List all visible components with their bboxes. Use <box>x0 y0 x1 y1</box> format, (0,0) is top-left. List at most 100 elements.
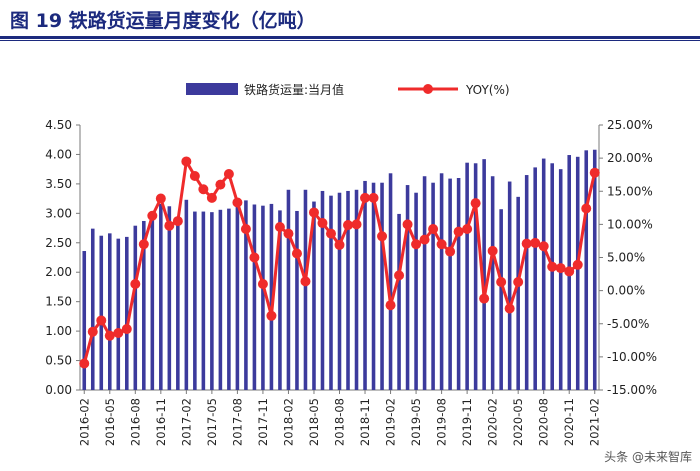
yoy-point <box>564 266 575 277</box>
yoy-point <box>257 279 268 289</box>
bar <box>371 182 376 390</box>
bar <box>159 203 163 390</box>
yoy-point <box>487 245 498 256</box>
x-tick-label: 2018-05 <box>307 398 321 446</box>
yoy-point <box>147 210 158 221</box>
bar-series <box>82 149 597 390</box>
left-tick-label: 3.50 <box>45 177 72 191</box>
yoy-point <box>343 220 354 231</box>
title-divider <box>0 36 700 39</box>
left-tick-label: 4.50 <box>45 118 72 132</box>
legend: 铁路货运量:当月值 YOY(%) <box>186 82 510 97</box>
bar <box>82 251 87 390</box>
yoy-point <box>334 239 345 250</box>
bar <box>482 159 486 390</box>
right-tick-label: -10.00% <box>607 350 657 364</box>
bar <box>337 192 342 390</box>
x-tick-label: 2016-11 <box>154 398 168 446</box>
bar <box>235 206 240 390</box>
bar <box>142 220 146 390</box>
bar <box>107 233 112 390</box>
x-tick-label: 2016-02 <box>77 398 91 446</box>
bar <box>99 235 104 390</box>
left-tick-label: 0.50 <box>45 354 72 368</box>
x-tick-label: 2020-02 <box>486 398 500 446</box>
yoy-point <box>453 226 464 237</box>
bar <box>414 192 418 390</box>
yoy-point <box>215 179 226 190</box>
bar <box>269 203 274 390</box>
bar <box>499 209 503 390</box>
bar <box>431 182 435 390</box>
bar <box>176 220 180 390</box>
x-tick-label: 2020-08 <box>537 398 551 446</box>
watermark: 头条 @未来智库 <box>604 450 692 464</box>
legend-line-marker <box>423 84 433 94</box>
yoy-point <box>445 246 456 257</box>
bar <box>541 158 546 390</box>
x-tick-label: 2021-02 <box>588 398 602 446</box>
bar <box>201 211 206 390</box>
bar <box>354 189 359 390</box>
x-tick-label: 2019-05 <box>409 398 423 446</box>
yoy-point <box>555 263 566 274</box>
yoy-point <box>436 239 447 250</box>
yoy-point <box>581 203 592 214</box>
bar <box>312 201 316 390</box>
x-tick-label: 2020-05 <box>511 398 525 446</box>
bar <box>456 178 461 390</box>
yoy-point <box>513 277 524 288</box>
left-tick-label: 4.00 <box>45 147 72 161</box>
yoy-point <box>155 193 166 204</box>
legend-bar-swatch <box>186 83 238 95</box>
bar <box>507 181 512 390</box>
yoy-point <box>394 270 405 281</box>
bar <box>125 236 129 390</box>
bar <box>516 196 520 390</box>
yoy-point <box>266 310 277 321</box>
right-tick-label: 0.00% <box>607 284 645 298</box>
yoy-point <box>411 239 422 250</box>
right-tick-label: 15.00% <box>607 184 653 198</box>
yoy-point <box>470 198 481 209</box>
legend-line-label: YOY(%) <box>465 83 510 97</box>
yoy-point <box>283 228 294 239</box>
right-tick-label: 25.00% <box>607 118 653 132</box>
left-tick-label: 1.00 <box>45 324 72 338</box>
yoy-point <box>138 239 149 250</box>
left-tick-label: 3.00 <box>45 206 72 220</box>
bar <box>278 210 282 390</box>
x-tick-label: 2019-08 <box>435 398 449 446</box>
yoy-point <box>113 328 124 339</box>
yoy-point <box>419 234 430 245</box>
right-tick-label: 5.00% <box>607 251 645 265</box>
yoy-point <box>308 207 319 218</box>
yoy-point <box>547 261 558 272</box>
x-tick-label: 2018-02 <box>281 398 295 446</box>
axes: 0.00 0.50 1.00 1.50 2.00 2.50 3.00 3.50 4.00 4.50… <box>45 118 657 446</box>
bar <box>524 175 529 390</box>
yoy-point <box>496 277 507 288</box>
yoy-point <box>104 330 115 341</box>
bar <box>575 156 580 390</box>
left-tick-label: 1.50 <box>45 295 72 309</box>
bar <box>397 213 401 390</box>
bar <box>303 189 308 390</box>
yoy-point <box>428 224 439 235</box>
x-tick-label: 2016-08 <box>128 398 142 446</box>
x-tick-label: 2018-11 <box>358 398 372 446</box>
bar <box>295 210 299 390</box>
yoy-point <box>538 241 549 252</box>
bar <box>490 176 495 390</box>
left-tick-label: 2.50 <box>45 236 72 250</box>
bar <box>150 211 155 390</box>
bar <box>346 190 350 390</box>
bar <box>422 176 427 390</box>
right-tick-label: -15.00% <box>607 383 657 397</box>
bar <box>210 212 214 390</box>
right-tick-label: 20.00% <box>607 151 653 165</box>
yoy-point <box>402 219 413 230</box>
bar <box>558 169 563 390</box>
yoy-point <box>240 224 251 235</box>
bar <box>90 228 95 390</box>
